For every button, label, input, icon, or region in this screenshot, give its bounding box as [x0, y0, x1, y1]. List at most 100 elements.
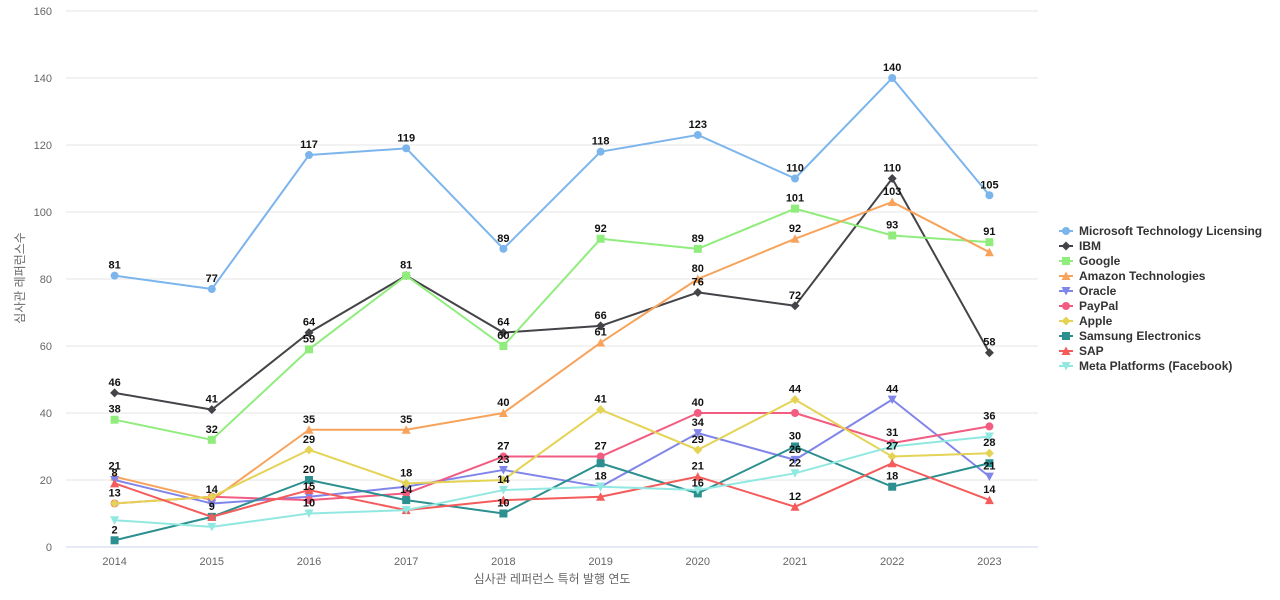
series-google[interactable] [110, 204, 994, 444]
data-point-google[interactable] [207, 435, 216, 444]
data-point-microsoft-technology-licensing[interactable] [499, 244, 508, 253]
legend-item-sap[interactable]: SAP [1059, 344, 1104, 358]
data-point-sap[interactable] [596, 492, 606, 501]
series-amazon-technologies[interactable] [110, 197, 994, 505]
series-line-microsoft-technology-licensing[interactable] [113, 77, 991, 291]
series-samsung-electronics[interactable] [110, 442, 994, 545]
data-point-amazon-technologies[interactable] [984, 247, 994, 257]
series-ibm[interactable] [110, 174, 994, 415]
data-point-meta-platforms-facebook[interactable] [984, 432, 994, 441]
legend-marker[interactable] [1061, 316, 1071, 326]
legend-marker[interactable] [1061, 287, 1071, 296]
data-point-google[interactable] [693, 244, 702, 253]
legend-item-paypal[interactable]: PayPal [1059, 299, 1118, 313]
data-point-meta-platforms-facebook[interactable] [693, 486, 703, 495]
data-point-samsung-electronics[interactable] [791, 442, 799, 451]
data-point-apple[interactable] [401, 478, 411, 488]
data-point-samsung-electronics[interactable] [499, 509, 508, 518]
series-line-google[interactable] [113, 207, 991, 441]
data-point-sap[interactable] [693, 472, 703, 481]
series-paypal[interactable] [110, 409, 994, 508]
series-line-samsung-electronics[interactable] [113, 445, 991, 542]
data-point-sap[interactable] [207, 512, 217, 521]
legend-item-samsung-electronics[interactable]: Samsung Electronics [1059, 329, 1201, 343]
data-point-paypal[interactable] [791, 409, 799, 417]
data-point-apple[interactable] [596, 405, 606, 415]
data-point-sap[interactable] [110, 478, 120, 488]
data-point-apple[interactable] [304, 445, 314, 455]
data-point-oracle[interactable] [207, 499, 217, 508]
data-point-microsoft-technology-licensing[interactable] [305, 151, 313, 160]
data-point-meta-platforms-facebook[interactable] [304, 509, 314, 519]
legend-marker[interactable] [1062, 302, 1070, 310]
data-point-meta-platforms-facebook[interactable] [596, 482, 606, 492]
series-line-sap[interactable] [113, 462, 991, 518]
data-point-samsung-electronics[interactable] [402, 496, 411, 505]
data-point-meta-platforms-facebook[interactable] [401, 506, 411, 515]
series-microsoft-technology-licensing[interactable] [110, 74, 994, 294]
legend-item-apple[interactable]: Apple [1059, 314, 1113, 328]
legend-marker[interactable] [1061, 346, 1071, 356]
data-point-sap[interactable] [790, 502, 800, 511]
data-point-microsoft-technology-licensing[interactable] [888, 74, 897, 82]
data-point-meta-platforms-facebook[interactable] [887, 442, 897, 452]
data-point-samsung-electronics[interactable] [888, 482, 897, 491]
series-line-oracle[interactable] [113, 398, 991, 505]
series-line-paypal[interactable] [113, 412, 991, 505]
data-point-sap[interactable] [304, 485, 314, 495]
data-point-samsung-electronics[interactable] [305, 476, 313, 484]
data-point-microsoft-technology-licensing[interactable] [207, 285, 216, 294]
data-point-paypal[interactable] [499, 452, 508, 461]
data-point-paypal[interactable] [305, 496, 313, 505]
legend-item-meta-platforms-facebook[interactable]: Meta Platforms (Facebook) [1059, 359, 1232, 373]
legend[interactable]: Microsoft Technology LicensingIBMGoogleA… [1059, 224, 1262, 373]
data-point-samsung-electronics[interactable] [110, 536, 119, 545]
data-point-sap[interactable] [498, 495, 508, 505]
data-point-amazon-technologies[interactable] [498, 408, 508, 418]
data-point-oracle[interactable] [498, 465, 508, 475]
legend-item-google[interactable]: Google [1059, 254, 1121, 268]
series-oracle[interactable] [110, 395, 994, 508]
data-point-google[interactable] [791, 204, 799, 213]
data-point-ibm[interactable] [693, 287, 703, 297]
legend-marker[interactable] [1061, 362, 1071, 371]
data-point-google[interactable] [499, 342, 508, 350]
data-point-apple[interactable] [887, 452, 897, 462]
data-point-ibm[interactable] [304, 328, 314, 338]
data-point-microsoft-technology-licensing[interactable] [402, 144, 411, 153]
series-line-meta-platforms-facebook[interactable] [113, 435, 991, 528]
data-point-amazon-technologies[interactable] [790, 234, 800, 243]
data-point-oracle[interactable] [693, 429, 703, 438]
legend-item-microsoft-technology-licensing[interactable]: Microsoft Technology Licensing [1059, 224, 1262, 238]
data-point-ibm[interactable] [498, 328, 508, 338]
data-point-ibm[interactable] [207, 405, 217, 415]
data-point-paypal[interactable] [985, 422, 994, 431]
data-point-ibm[interactable] [110, 388, 120, 398]
data-point-paypal[interactable] [693, 409, 702, 417]
data-point-google[interactable] [402, 271, 411, 280]
data-point-ibm[interactable] [887, 174, 897, 183]
series-sap[interactable] [110, 458, 994, 521]
data-point-meta-platforms-facebook[interactable] [207, 522, 217, 532]
data-point-google[interactable] [110, 415, 119, 424]
legend-marker[interactable] [1061, 241, 1071, 251]
data-point-amazon-technologies[interactable] [693, 274, 703, 284]
series-line-ibm[interactable] [113, 177, 991, 411]
series-meta-platforms-facebook[interactable] [110, 432, 994, 532]
data-point-amazon-technologies[interactable] [596, 338, 606, 347]
legend-marker[interactable] [1062, 332, 1070, 340]
data-point-sap[interactable] [887, 458, 897, 468]
data-point-apple[interactable] [110, 498, 120, 508]
data-point-google[interactable] [596, 234, 605, 243]
legend-marker[interactable] [1062, 227, 1070, 235]
data-point-meta-platforms-facebook[interactable] [790, 469, 800, 478]
data-point-apple[interactable] [498, 475, 508, 485]
data-point-microsoft-technology-licensing[interactable] [596, 147, 605, 156]
data-point-amazon-technologies[interactable] [304, 425, 314, 434]
data-point-paypal[interactable] [402, 489, 411, 498]
data-point-ibm[interactable] [790, 301, 800, 311]
data-point-ibm[interactable] [596, 321, 606, 331]
data-point-apple[interactable] [693, 445, 703, 455]
data-point-amazon-technologies[interactable] [887, 197, 897, 206]
series-apple[interactable] [110, 395, 994, 508]
